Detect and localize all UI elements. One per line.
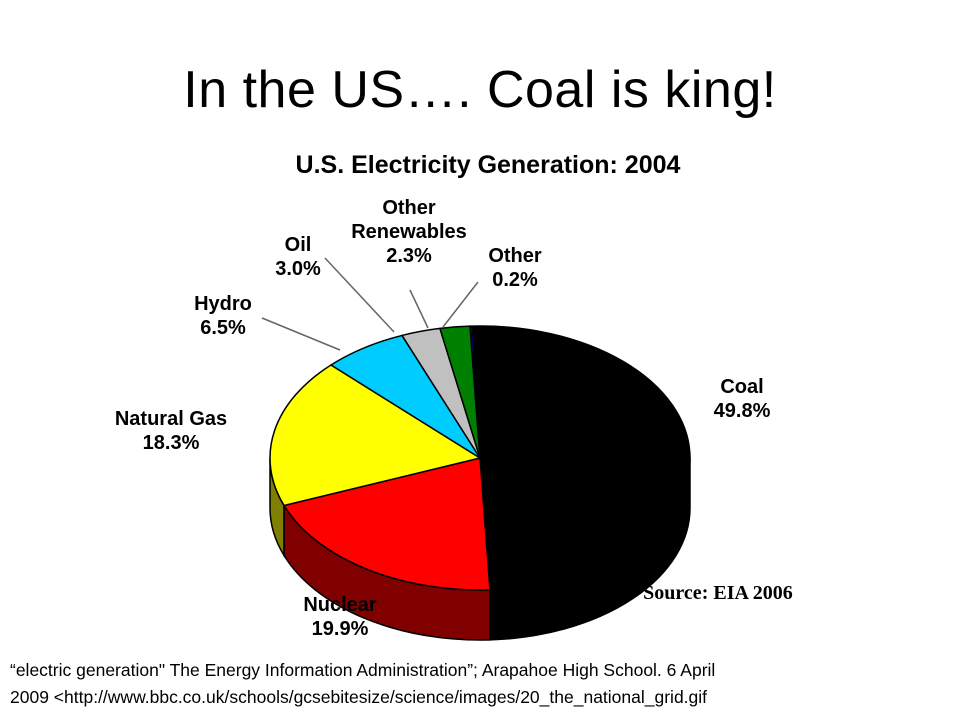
slice-label-other-renewables: Other Renewables 2.3%	[351, 197, 467, 267]
slice-label-oil: Oil 3.0%	[275, 234, 321, 280]
citation-line-1: “electric generation" The Energy Informa…	[10, 660, 716, 680]
pie-slice-other	[469, 325, 481, 459]
slice-label-nuclear: Nuclear 19.9%	[303, 594, 377, 640]
slice-label-hydro: Hydro 6.5%	[194, 293, 252, 339]
citation: “electric generation" The Energy Informa…	[10, 657, 955, 711]
label-layer: Coal 49.8% Nuclear 19.9% Natural Gas 18.3% Hyd…	[115, 197, 771, 640]
slice-label-natural-gas: Natural Gas 18.3%	[115, 408, 227, 454]
chart-source: Source: EIA 2006	[643, 582, 793, 604]
leader-line-other	[442, 281, 479, 328]
citation-line-2: 2009 <http://www.bbc.co.uk/schools/gcseb…	[10, 687, 708, 707]
pie-layer	[269, 325, 691, 641]
leader-line-oil	[324, 257, 395, 333]
pie-slice-natural-gas	[269, 364, 481, 507]
slide-title: In the US…. Coal is king!	[183, 61, 777, 119]
pie-slice-nuclear	[283, 457, 491, 591]
leader-line-other-renewables	[409, 289, 429, 329]
slice-label-coal: Coal 49.8%	[714, 376, 771, 422]
slice-label-other: Other 0.2%	[488, 245, 542, 291]
leader-line-hydro	[261, 317, 341, 351]
chart-title: U.S. Electricity Generation: 2004	[296, 151, 681, 179]
pie-slice-coal	[471, 325, 691, 591]
